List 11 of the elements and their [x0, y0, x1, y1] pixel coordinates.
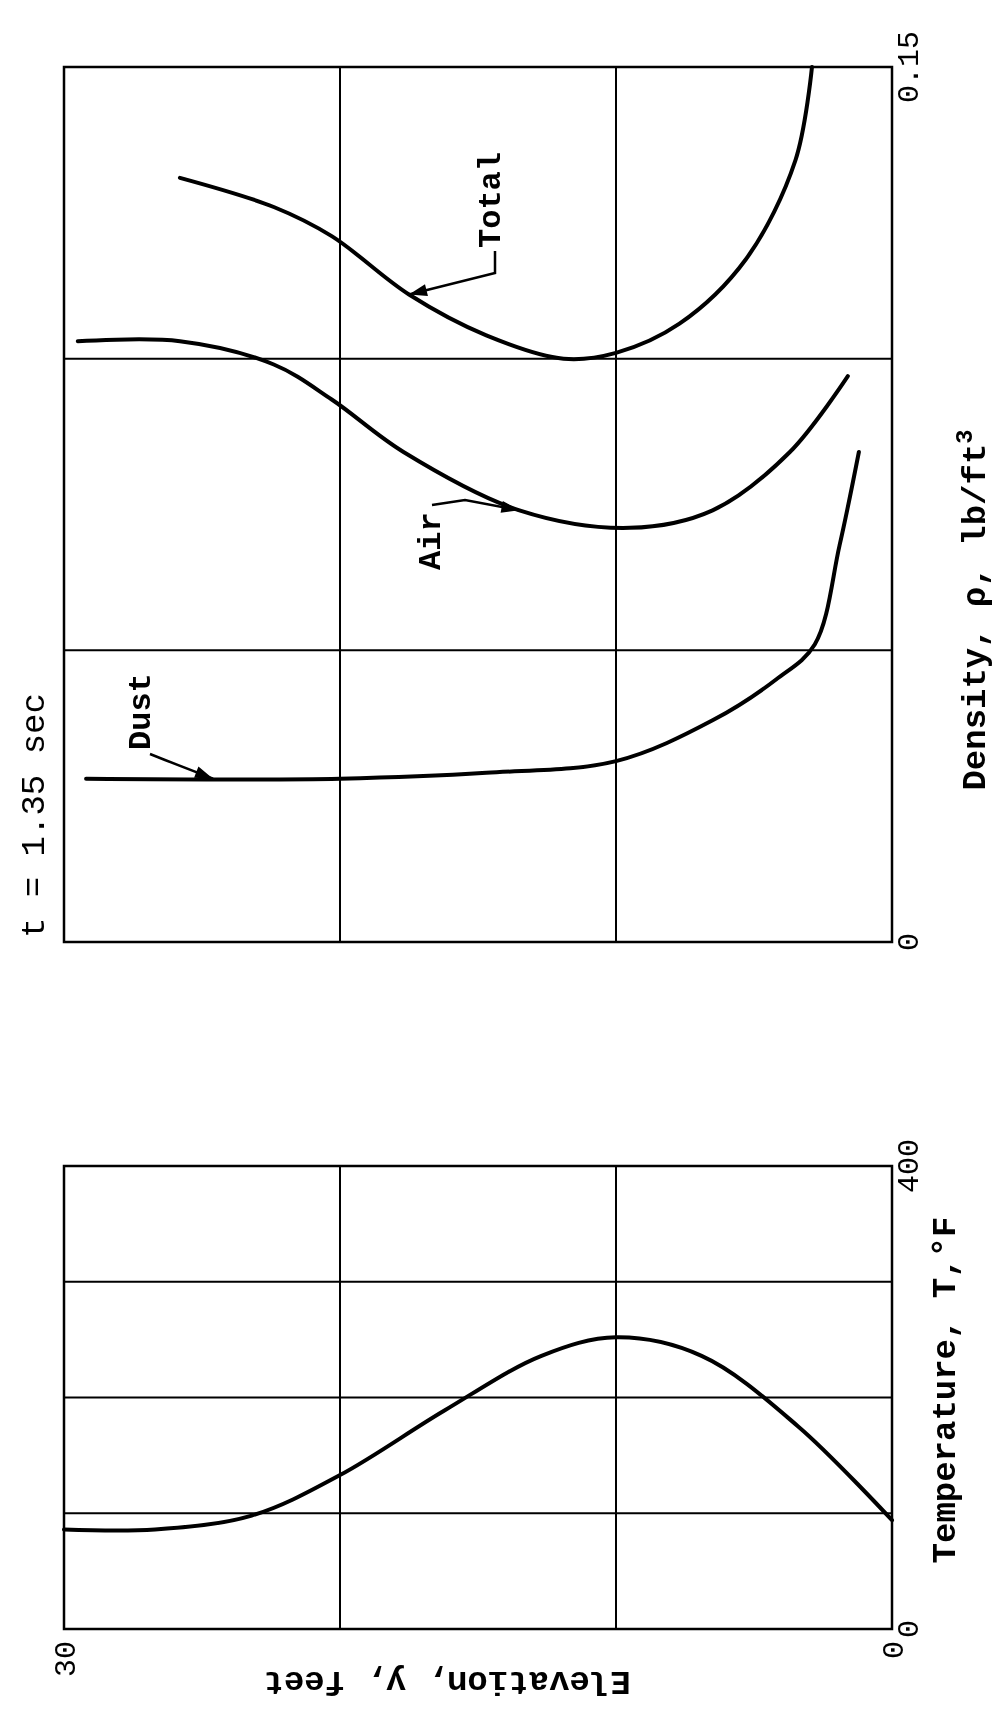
y-tick-label: 0.15 [893, 30, 927, 104]
text: t = 1.35 sec [16, 693, 54, 938]
legend-label: Air [413, 512, 450, 570]
x-axis-title: Elevation, y, feet [263, 1662, 631, 1701]
y-tick-label: 0 [893, 1619, 927, 1639]
text: Total [473, 151, 510, 248]
y-axis-title: Temperature, T,°F [927, 1216, 965, 1564]
y-tick-label: 0 [893, 932, 927, 952]
text: Dust [123, 673, 160, 750]
y-tick-label: 400 [893, 1138, 927, 1194]
x-tick-label: 30 [49, 1641, 84, 1678]
